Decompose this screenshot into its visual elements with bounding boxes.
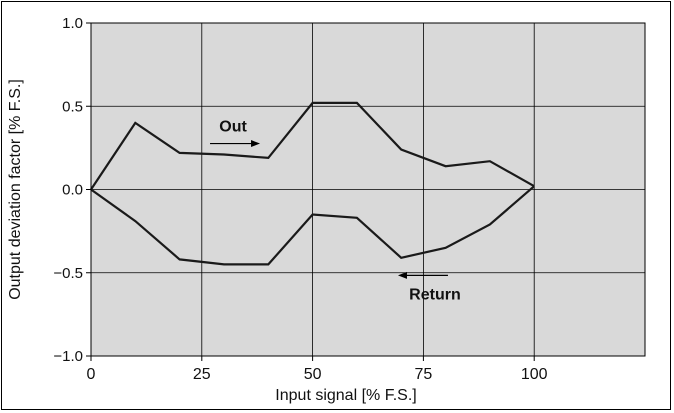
arrow-head-right-icon	[251, 140, 261, 148]
series-line-return	[90, 185, 535, 266]
x-tick-label: 75	[415, 366, 433, 383]
axis-ticks: 0 25 50 75 100 −1.0 −0.5 0.0 0.5 1.0	[53, 15, 547, 383]
y-tick-label: −1.0	[53, 348, 83, 365]
x-tick-label: 0	[87, 366, 96, 383]
x-tick-label: 100	[521, 366, 548, 383]
x-tick-label: 25	[193, 366, 211, 383]
plot-border	[90, 22, 646, 357]
y-tick-label: 1.0	[62, 15, 83, 32]
annotations: Out Return	[210, 119, 461, 303]
x-axis-label: Input signal [% F.S.]	[275, 387, 416, 404]
y-tick-label: 0.0	[62, 182, 83, 199]
y-tick-label: 0.5	[62, 98, 83, 115]
annotation-return: Return	[397, 271, 461, 303]
series-lines	[90, 101, 535, 266]
arrow-head-left-icon	[397, 271, 407, 279]
annotation-label: Return	[409, 286, 461, 303]
y-axis-label: Output deviation factor [% F.S.]	[7, 79, 24, 300]
annotation-out: Out	[210, 119, 261, 148]
annotation-label: Out	[219, 119, 247, 136]
x-tick-label: 50	[304, 366, 322, 383]
series-line-out	[90, 101, 535, 191]
y-tick-label: −0.5	[53, 265, 83, 282]
grid-lines	[91, 23, 645, 356]
